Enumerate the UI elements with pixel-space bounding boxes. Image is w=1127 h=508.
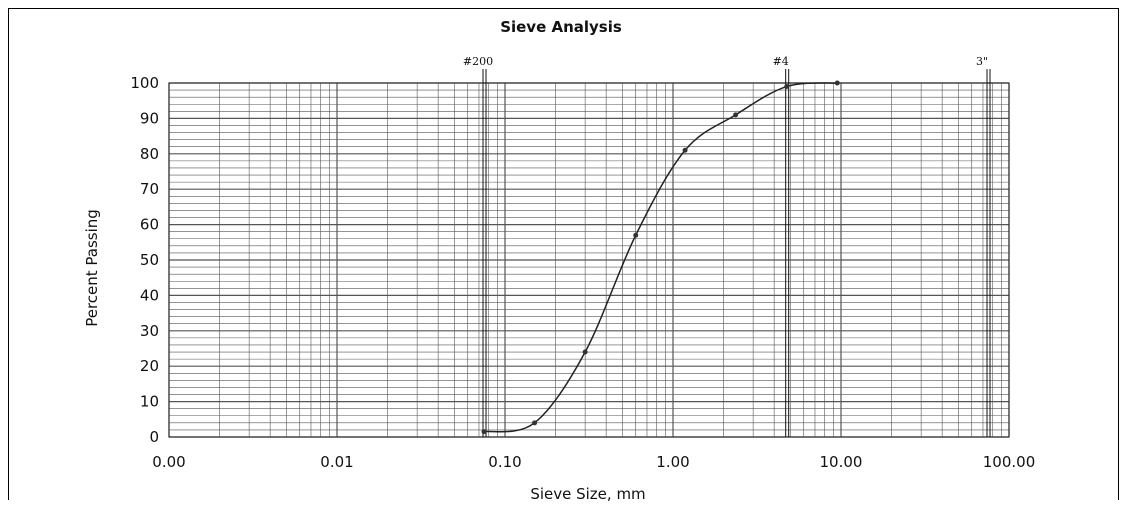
y-tick-label: 20 xyxy=(140,357,159,375)
y-tick-label: 30 xyxy=(140,322,159,340)
sieve-marker-label: #200 xyxy=(463,55,493,68)
sieve-marker-label: #4 xyxy=(773,55,789,68)
chart-title: Sieve Analysis xyxy=(500,18,622,36)
data-point xyxy=(532,420,538,426)
y-tick-label: 70 xyxy=(140,180,159,198)
data-point xyxy=(633,232,639,238)
gradation-curve xyxy=(481,80,840,435)
grid xyxy=(168,82,1010,438)
y-tick-label: 10 xyxy=(140,393,159,411)
axis-ticks: 0 10 20 30 40 50 60 70 80 90 100 0.00 0.01 0.10 1.00 10… xyxy=(130,74,1035,471)
y-tick-label: 60 xyxy=(140,216,159,234)
x-tick-label: 1.00 xyxy=(656,453,689,471)
x-tick-label: 0.00 xyxy=(152,453,185,471)
y-tick-label: 80 xyxy=(140,145,159,163)
y-tick-label: 100 xyxy=(130,74,159,92)
data-point xyxy=(682,147,688,153)
sieve-markers: #200 #4 3" xyxy=(463,55,991,437)
data-point xyxy=(582,349,588,355)
y-tick-label: 40 xyxy=(140,286,159,304)
x-tick-label: 0.01 xyxy=(320,453,353,471)
x-tick-label: 0.10 xyxy=(488,453,521,471)
x-axis-label: Sieve Size, mm xyxy=(530,485,645,501)
gradation-curve-line xyxy=(483,82,838,433)
x-tick-label: 100.00 xyxy=(983,453,1036,471)
y-tick-label: 90 xyxy=(140,109,159,127)
y-tick-label: 50 xyxy=(140,251,159,269)
x-tick-label: 10.00 xyxy=(820,453,863,471)
sieve-analysis-chart: Sieve Analysis #200 #4 3" 0 10 20 30 40 50 60 70 8… xyxy=(83,18,1035,501)
y-axis-label: Percent Passing xyxy=(83,209,101,327)
chart-frame: Sieve Analysis #200 #4 3" 0 10 20 30 40 50 60 70 8… xyxy=(8,8,1119,501)
y-tick-label: 0 xyxy=(149,428,159,446)
data-point xyxy=(834,80,840,86)
data-point xyxy=(481,429,487,435)
sieve-marker-label: 3" xyxy=(976,55,988,68)
plot-border xyxy=(168,82,1010,438)
data-point xyxy=(733,112,739,118)
data-point xyxy=(784,84,790,90)
